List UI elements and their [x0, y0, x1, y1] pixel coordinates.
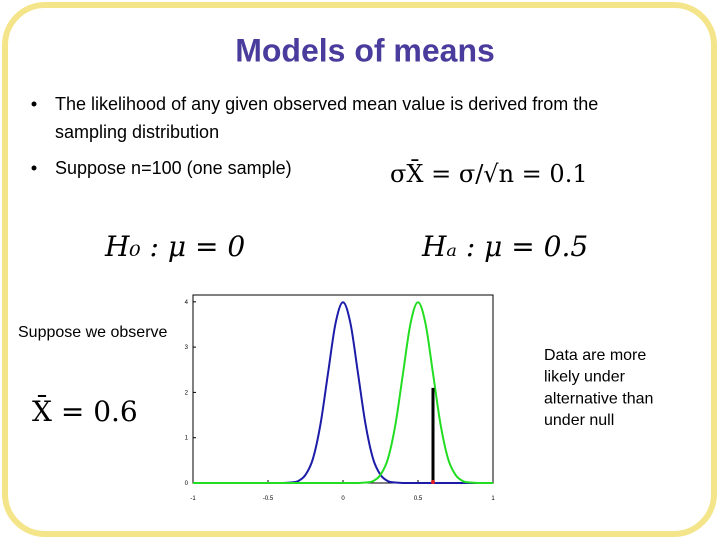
y-tick-label: 4: [185, 300, 189, 306]
x-tick-label: 1: [491, 496, 495, 502]
formula: Hₐ : μ = 0.5: [421, 230, 588, 263]
note-line: alternative than: [544, 390, 653, 407]
y-tick-label: 0: [185, 481, 189, 487]
bullet: [31, 165, 37, 171]
x-tick-label: -0.5: [263, 496, 274, 502]
bullet-text: sampling distribution: [55, 122, 219, 142]
y-tick-label: 1: [185, 436, 189, 442]
observed-point: [431, 480, 435, 484]
x-tick-label: -1: [190, 496, 196, 502]
x-tick-label: 0: [341, 496, 345, 502]
note-line: Data are more: [544, 347, 646, 364]
note-line: under null: [544, 412, 614, 429]
plot-frame: [192, 294, 494, 484]
formula: H₀ : μ = 0: [104, 230, 245, 263]
x-tick-label: 0.5: [414, 496, 423, 502]
bullet-text: Suppose n=100 (one sample): [55, 158, 292, 178]
y-tick-label: 2: [185, 390, 189, 396]
y-tick-label: 3: [185, 345, 189, 351]
formula: X̄ = 0.6: [32, 394, 138, 428]
label: Suppose we observe: [18, 324, 168, 341]
title: Models of means: [235, 32, 495, 68]
note: Data are more likely under alternative tha…: [544, 347, 653, 429]
bullet-text: The likelihood of any given observed mea…: [55, 94, 598, 114]
plot: -1 -0.5 0 0.5 1 0 1 2 3 4: [185, 300, 496, 502]
note-line: likely under: [544, 369, 626, 386]
density-curve: [192, 301, 493, 485]
formula: σX̄ = σ/√n = 0.1: [390, 160, 588, 188]
bullet: [31, 101, 37, 107]
